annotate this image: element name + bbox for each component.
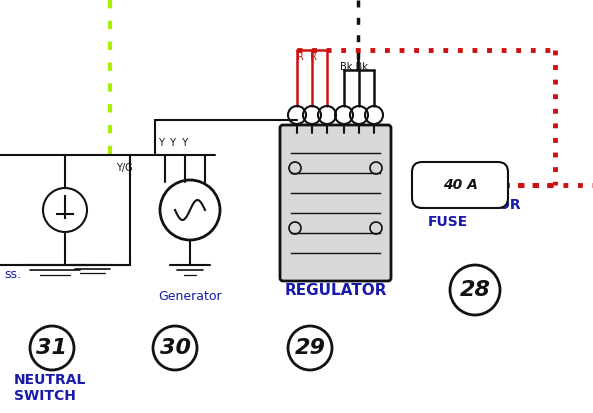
Text: 28: 28 (460, 280, 490, 300)
Text: ss.: ss. (4, 268, 21, 281)
Text: NEUTRAL
SWITCH: NEUTRAL SWITCH (14, 373, 87, 403)
Text: REGULATOR
FUSE: REGULATOR FUSE (428, 198, 522, 229)
FancyBboxPatch shape (412, 162, 508, 208)
Text: Bk Bk: Bk Bk (340, 62, 368, 72)
FancyBboxPatch shape (280, 125, 391, 281)
Text: 40 A: 40 A (442, 178, 477, 192)
Text: Generator: Generator (158, 290, 222, 303)
Text: Y/G: Y/G (116, 163, 133, 173)
Text: REGULATOR: REGULATOR (285, 283, 387, 298)
Text: 29: 29 (295, 338, 326, 358)
Text: Y  Y  Y: Y Y Y (158, 138, 188, 148)
Text: R  R: R R (297, 52, 317, 62)
Text: 30: 30 (160, 338, 190, 358)
Text: 31: 31 (37, 338, 68, 358)
